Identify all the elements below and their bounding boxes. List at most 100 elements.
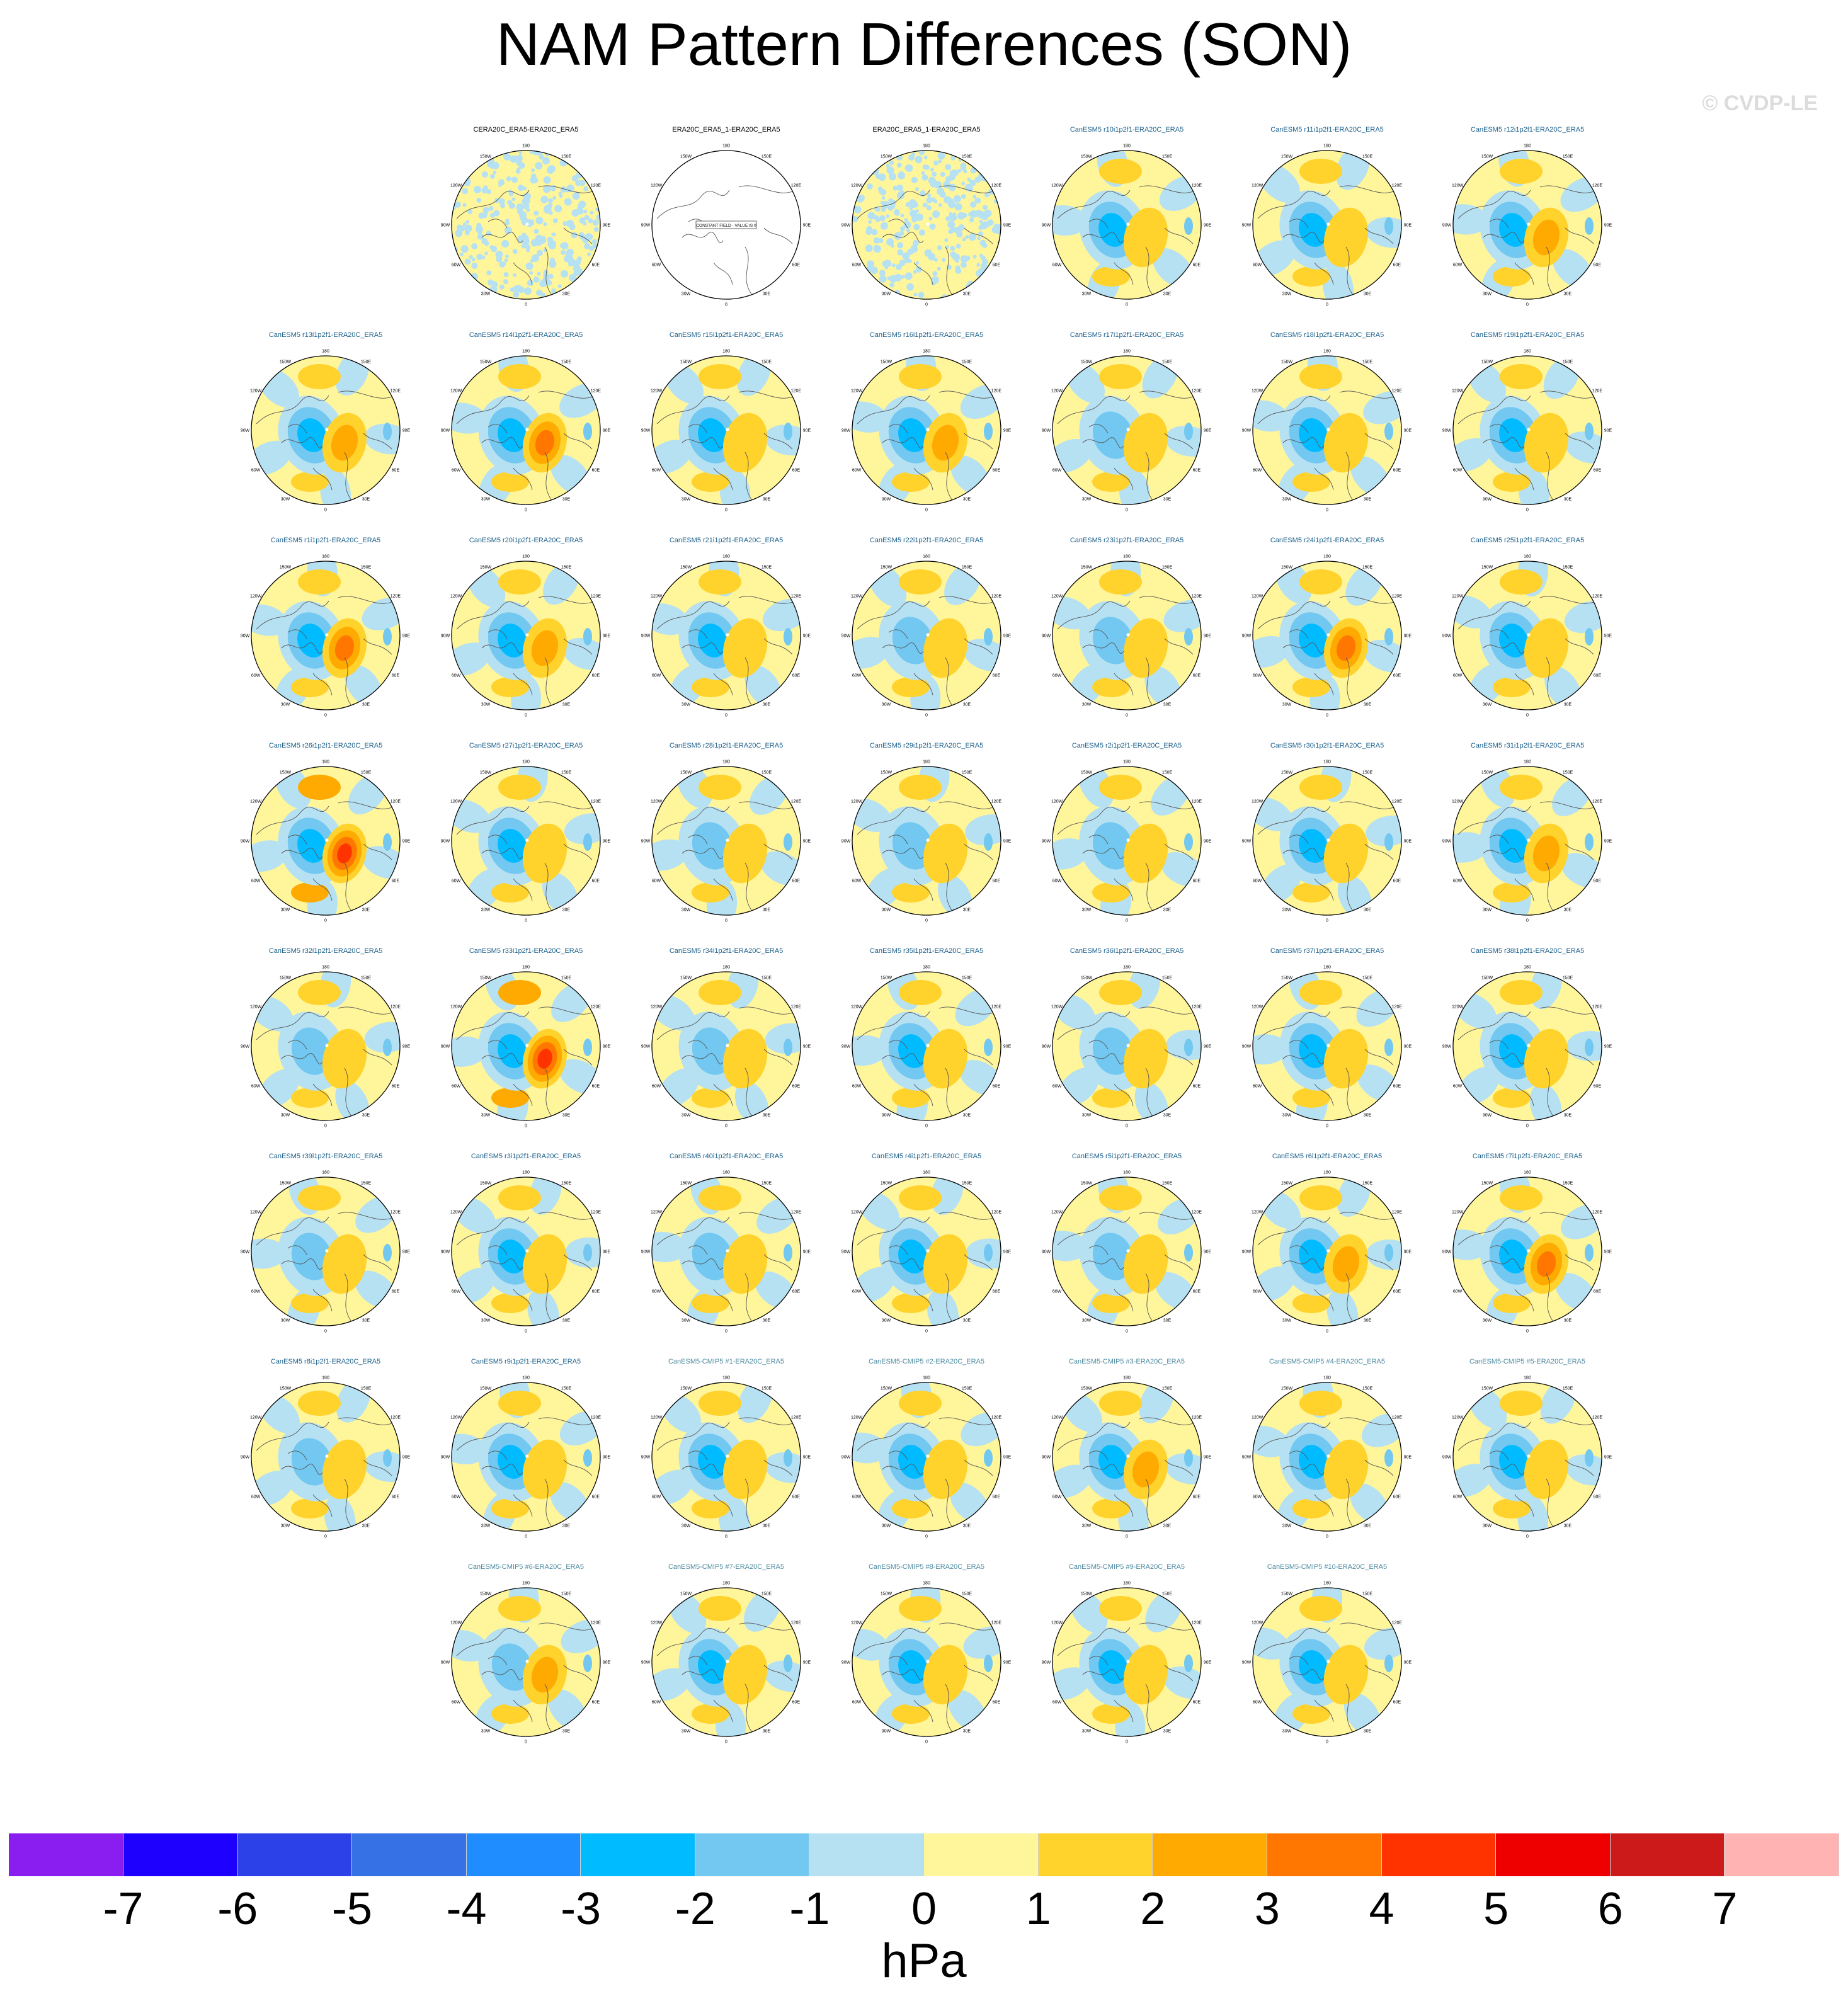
panel-title: CanESM5 r19i1p2f1-ERA20C_ERA5 — [1470, 331, 1585, 339]
polar-map: 180 150E 120E 90E 60E 30E 0 30W 60W 90W 120W 150W — [1242, 555, 1412, 718]
constant-field-label: CONSTANT FIELD - VALUE IS 0 — [696, 224, 756, 228]
lon-label: 0 — [525, 1740, 527, 1745]
lon-label: 60W — [1453, 263, 1463, 268]
lon-label: 0 — [1326, 508, 1328, 513]
lon-label: 120W — [851, 1211, 863, 1215]
colorbar-tick-label: 1 — [1025, 1884, 1051, 1934]
lon-label: 60W — [1453, 879, 1463, 884]
colorbar-units: hPa — [881, 1934, 967, 1988]
lon-label: 150W — [1281, 770, 1293, 775]
lon-label: 90E — [603, 1045, 611, 1049]
polar-map: 180 150E 120E 90E 60E 30E 0 30W 60W 90W 120W 150W — [241, 760, 411, 923]
lon-label: 60E — [1393, 879, 1401, 884]
map-panel: CanESM5 r10i1p2f1-ERA20C_ERA5 180 150E 120E… — [1032, 126, 1221, 315]
lon-label: 90W — [641, 1250, 651, 1255]
polar-map: 180 150E 120E 90E 60E 30E 0 30W 60W 90W 120W 150W — [1242, 350, 1412, 513]
lon-label: 0 — [525, 508, 527, 513]
colorbar-tick-label: 3 — [1254, 1884, 1280, 1934]
lon-label: 120E — [791, 1416, 802, 1420]
polar-map: 180 150E 120E 90E 60E 30E 0 30W 60W 90W 120W 150W — [1442, 144, 1612, 307]
lon-label: 180 — [322, 966, 329, 970]
lon-label: 60E — [993, 263, 1001, 268]
lon-label: 90W — [841, 840, 851, 844]
lon-label: 120W — [450, 1621, 462, 1626]
lon-label: 30E — [963, 703, 971, 707]
lon-label: 150E — [1563, 565, 1573, 569]
lon-label: 30E — [963, 1524, 971, 1529]
lon-label: 90E — [803, 840, 811, 844]
lon-label: 60E — [993, 1495, 1001, 1500]
lon-label: 60W — [1453, 674, 1463, 678]
lon-label: 120E — [1192, 1416, 1202, 1420]
lon-label: 60W — [852, 263, 862, 268]
lon-label: 90E — [603, 1661, 611, 1665]
lon-label: 180 — [522, 1171, 530, 1175]
lon-label: 150W — [680, 1592, 692, 1596]
polar-map: 180 150E 120E 90E 60E 30E 0 30W 60W 90W 120W 150W — [241, 966, 411, 1129]
map-panel: CanESM5 r34i1p2f1-ERA20C_ERA5 180 150E 120E… — [632, 947, 821, 1136]
lon-label: 60E — [592, 1290, 600, 1294]
lon-label: 150W — [1081, 770, 1093, 775]
lon-label: 30E — [1364, 1524, 1372, 1529]
lon-label: 0 — [725, 1535, 727, 1539]
lon-label: 90W — [641, 429, 651, 433]
lon-label: 90W — [441, 1661, 450, 1665]
lon-label: 150W — [680, 1181, 692, 1185]
lon-label: 30E — [963, 908, 971, 913]
lon-label: 60W — [652, 469, 661, 473]
lon-label: 30E — [1364, 1114, 1372, 1118]
lon-label: 60W — [1253, 1495, 1262, 1500]
lon-label: 150E — [361, 1181, 372, 1185]
lon-label: 180 — [923, 760, 930, 765]
lon-label: 90W — [441, 634, 450, 639]
lon-label: 30E — [763, 292, 771, 297]
colorbar-tick-label: -6 — [217, 1884, 258, 1934]
lon-label: 90W — [441, 1250, 450, 1255]
lon-label: 90E — [1604, 1456, 1612, 1460]
map-panel: CanESM5-CMIP5 #5-ERA20C_ERA5 180 150E 120E 9… — [1433, 1358, 1622, 1547]
lon-label: 0 — [1126, 1124, 1128, 1129]
lon-label: 60E — [1393, 469, 1401, 473]
lon-label: 180 — [923, 144, 930, 149]
lon-label: 120E — [791, 1621, 802, 1626]
lon-label: 150E — [761, 1181, 772, 1185]
panel-title: CanESM5 r18i1p2f1-ERA20C_ERA5 — [1270, 331, 1384, 339]
lon-label: 120E — [1392, 389, 1403, 394]
panel-title: CanESM5 r27i1p2f1-ERA20C_ERA5 — [469, 742, 583, 749]
map-panel: CanESM5 r30i1p2f1-ERA20C_ERA5 180 150E 120E… — [1233, 742, 1422, 931]
panel-title: CanESM5-CMIP5 #8-ERA20C_ERA5 — [868, 1563, 985, 1571]
lon-label: 120W — [651, 595, 663, 599]
lon-label: 150W — [280, 1181, 292, 1185]
lon-label: 90E — [1404, 1250, 1412, 1255]
lon-label: 90E — [1604, 1045, 1612, 1049]
lon-label: 120W — [1051, 1416, 1063, 1420]
map-panel: CanESM5 r27i1p2f1-ERA20C_ERA5 180 150E 120E… — [431, 742, 620, 931]
polar-map: 180 150E 120E 90E 60E 30E 0 30W 60W 90W 120W 150W — [441, 350, 611, 513]
lon-label: 60E — [592, 469, 600, 473]
lon-label: 120W — [250, 1416, 262, 1420]
panel-title: CanESM5 r8i1p2f1-ERA20C_ERA5 — [270, 1358, 381, 1365]
map-panel: CanESM5 r22i1p2f1-ERA20C_ERA5 180 150E 120E… — [832, 537, 1021, 726]
lon-label: 90E — [1003, 224, 1012, 228]
lon-label: 180 — [1123, 1581, 1131, 1586]
lon-label: 180 — [1524, 350, 1531, 354]
lon-label: 150W — [1081, 565, 1093, 569]
lon-label: 60E — [993, 879, 1001, 884]
lon-label: 120E — [1592, 1211, 1603, 1215]
lon-label: 90E — [1204, 840, 1212, 844]
lon-label: 60E — [792, 469, 801, 473]
panel-title: CanESM5 r21i1p2f1-ERA20C_ERA5 — [669, 537, 784, 544]
lon-label: 30E — [1163, 1114, 1172, 1118]
lon-label: 0 — [324, 714, 327, 718]
lon-label: 60W — [452, 1085, 461, 1089]
polar-map: 180 150E 120E 90E 60E 30E 0 30W 60W 90W 120W 150W — [1042, 1171, 1212, 1334]
lon-label: 120E — [591, 800, 602, 804]
lon-label: 180 — [722, 760, 730, 765]
map-panel: CanESM5 r31i1p2f1-ERA20C_ERA5 180 150E 120E… — [1433, 742, 1622, 931]
lon-label: 120W — [1252, 800, 1263, 804]
lon-label: 120E — [1592, 800, 1603, 804]
map-panel: CanESM5 r29i1p2f1-ERA20C_ERA5 180 150E 120E… — [832, 742, 1021, 931]
lon-label: 60E — [1594, 879, 1602, 884]
lon-label: 60W — [652, 1495, 661, 1500]
lon-label: 150W — [881, 770, 893, 775]
